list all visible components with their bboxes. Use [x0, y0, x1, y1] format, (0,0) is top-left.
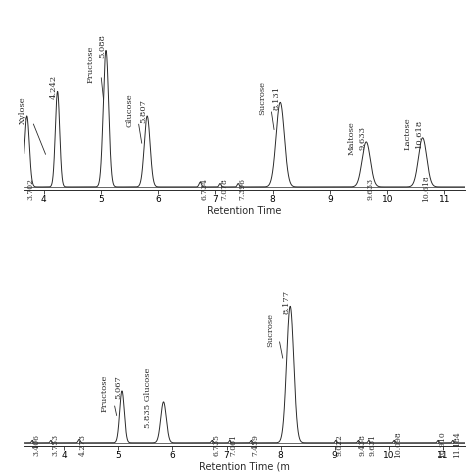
Text: Fructose: Fructose — [100, 375, 109, 412]
Text: Glucose: Glucose — [125, 94, 133, 128]
Text: 7.459: 7.459 — [251, 434, 259, 456]
Text: 11.184: 11.184 — [453, 431, 461, 458]
Text: 3.406: 3.406 — [32, 434, 40, 456]
Text: 9.631: 9.631 — [369, 434, 377, 456]
Text: 8.177: 8.177 — [282, 290, 290, 314]
Text: 10.910: 10.910 — [438, 431, 446, 458]
Text: 5.807: 5.807 — [139, 99, 147, 122]
X-axis label: Retention Time: Retention Time — [207, 206, 281, 216]
Text: 7.061: 7.061 — [230, 434, 238, 456]
Text: 10.618: 10.618 — [415, 119, 423, 148]
Text: 9.633: 9.633 — [366, 178, 374, 200]
Text: 7.078: 7.078 — [220, 178, 228, 200]
Text: 5.835 Glucose: 5.835 Glucose — [144, 368, 152, 428]
Text: 6.734: 6.734 — [200, 178, 208, 200]
Text: Sucrose: Sucrose — [258, 81, 266, 115]
Text: Maltose: Maltose — [347, 121, 355, 155]
Text: Lactose: Lactose — [404, 118, 412, 150]
Text: Fructose: Fructose — [86, 46, 94, 83]
Text: 4.242: 4.242 — [50, 75, 58, 100]
Text: 10.618: 10.618 — [423, 176, 430, 202]
Text: 9.633: 9.633 — [358, 126, 366, 150]
Text: 8.131: 8.131 — [272, 86, 280, 110]
Text: 9.438: 9.438 — [358, 434, 366, 456]
X-axis label: Retention Time (m: Retention Time (m — [199, 462, 290, 472]
Text: 4.273: 4.273 — [79, 434, 87, 456]
Text: Xylose: Xylose — [18, 97, 27, 124]
Text: Sucrose: Sucrose — [266, 312, 274, 346]
Text: 5.088: 5.088 — [98, 34, 106, 58]
Text: 9.022: 9.022 — [336, 434, 344, 456]
Text: 3.753: 3.753 — [51, 434, 59, 456]
Text: 5.067: 5.067 — [114, 375, 122, 399]
Text: 6.735: 6.735 — [212, 434, 220, 456]
Text: 10.098: 10.098 — [394, 431, 402, 458]
Text: 3.702: 3.702 — [27, 178, 35, 200]
Text: 7.396: 7.396 — [238, 178, 246, 200]
